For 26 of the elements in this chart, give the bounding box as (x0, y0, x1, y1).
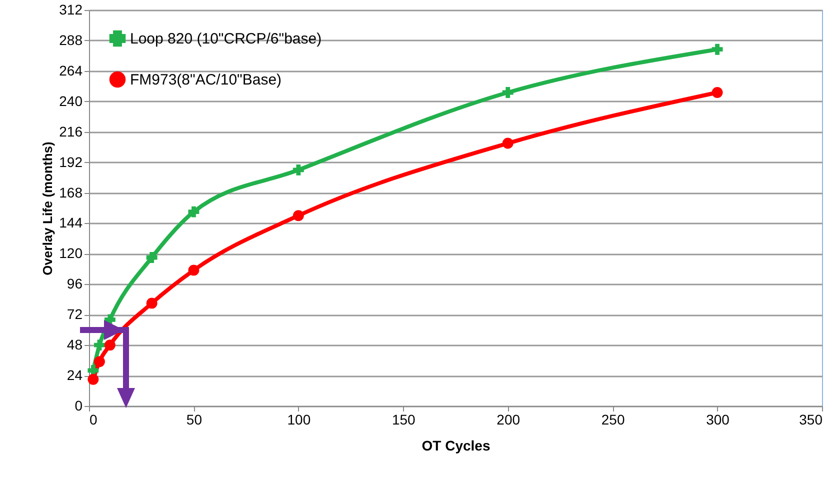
y-tick-label: 0 (74, 398, 83, 414)
x-tick-label: 50 (186, 412, 202, 428)
y-tick-label: 192 (59, 154, 83, 170)
y-tick-label: 168 (59, 184, 83, 200)
x-tick-label: 200 (496, 412, 520, 428)
x-tick-label: 0 (90, 412, 98, 428)
y-tick-label: 216 (59, 123, 83, 140)
y-tick-label: 48 (66, 336, 83, 353)
x-tick-label: 250 (601, 412, 625, 428)
y-tick-label: 240 (59, 92, 83, 109)
y-tick-label: 288 (59, 32, 83, 48)
y-tick-label: 72 (66, 306, 83, 322)
y-tick-label: 96 (66, 276, 83, 292)
y-axis-title: Overlay Life (months) (40, 142, 56, 276)
y-tick-label: 24 (66, 367, 83, 384)
x-tick-label: 150 (392, 412, 416, 428)
y-tick-label: 264 (59, 62, 83, 78)
x-tick-label: 350 (799, 412, 823, 428)
x-axis-title: OT Cycles (422, 438, 490, 454)
x-tick-label: 100 (287, 412, 311, 428)
legend-label: FM973(8"AC/10"Base) (130, 72, 282, 88)
y-tick-label: 312 (59, 2, 83, 18)
y-tick-label: 120 (59, 245, 83, 262)
x-tick-label: 300 (706, 412, 730, 428)
y-tick-label: 144 (59, 214, 83, 231)
legend-label: Loop 820 (10"CRCP/6"base) (130, 30, 322, 48)
